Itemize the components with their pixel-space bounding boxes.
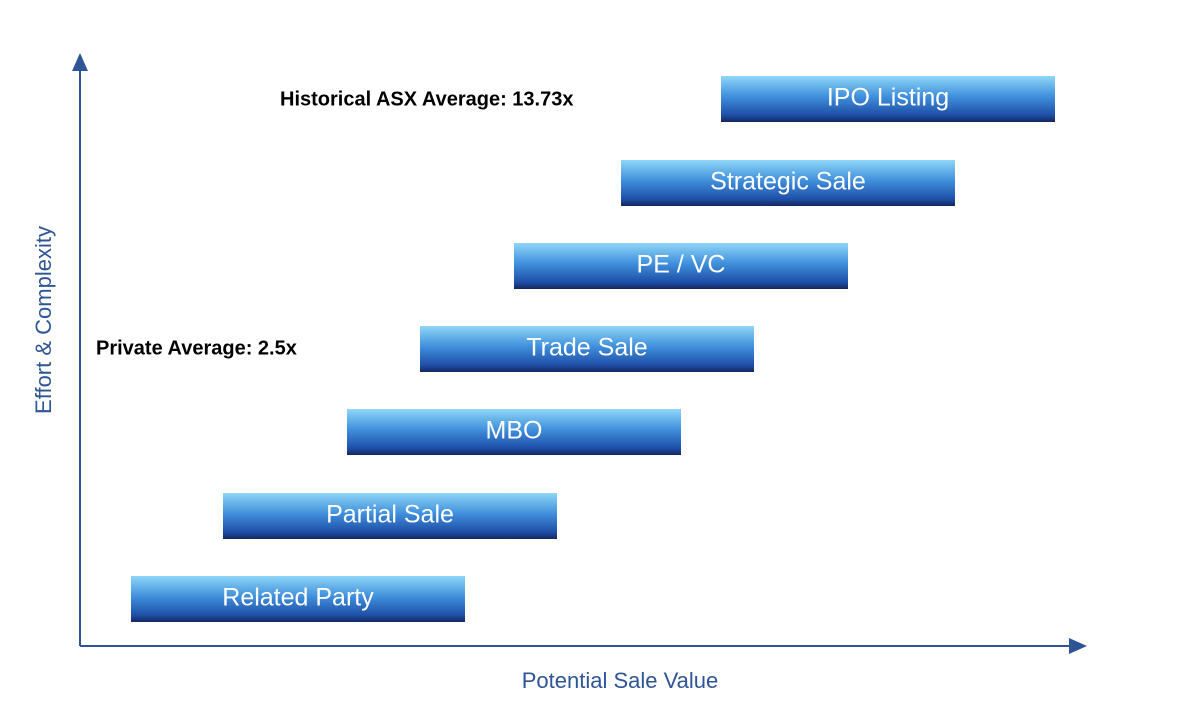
option-label: Partial Sale (326, 501, 454, 529)
option-label: PE / VC (637, 251, 726, 279)
option-bar (721, 76, 1055, 122)
option-bar (347, 409, 681, 455)
option-bar (131, 576, 465, 622)
option-label: Trade Sale (526, 334, 647, 362)
option-label: Strategic Sale (710, 168, 866, 196)
y-axis-label: Effort & Complexity (31, 226, 56, 414)
x-axis-label: Potential Sale Value (522, 668, 719, 693)
option-bar (420, 326, 754, 372)
option-bar (514, 243, 848, 289)
option-label: MBO (486, 417, 543, 445)
annotation: Historical ASX Average: 13.73x (280, 88, 573, 110)
option-label: IPO Listing (827, 84, 949, 112)
option-bar (223, 493, 557, 539)
option-bar (621, 160, 955, 206)
options: Related Party Partial Sale MBO Trade Sale PE… (131, 76, 1055, 622)
option-label: Related Party (222, 584, 374, 612)
annotation: Private Average: 2.5x (96, 337, 297, 359)
